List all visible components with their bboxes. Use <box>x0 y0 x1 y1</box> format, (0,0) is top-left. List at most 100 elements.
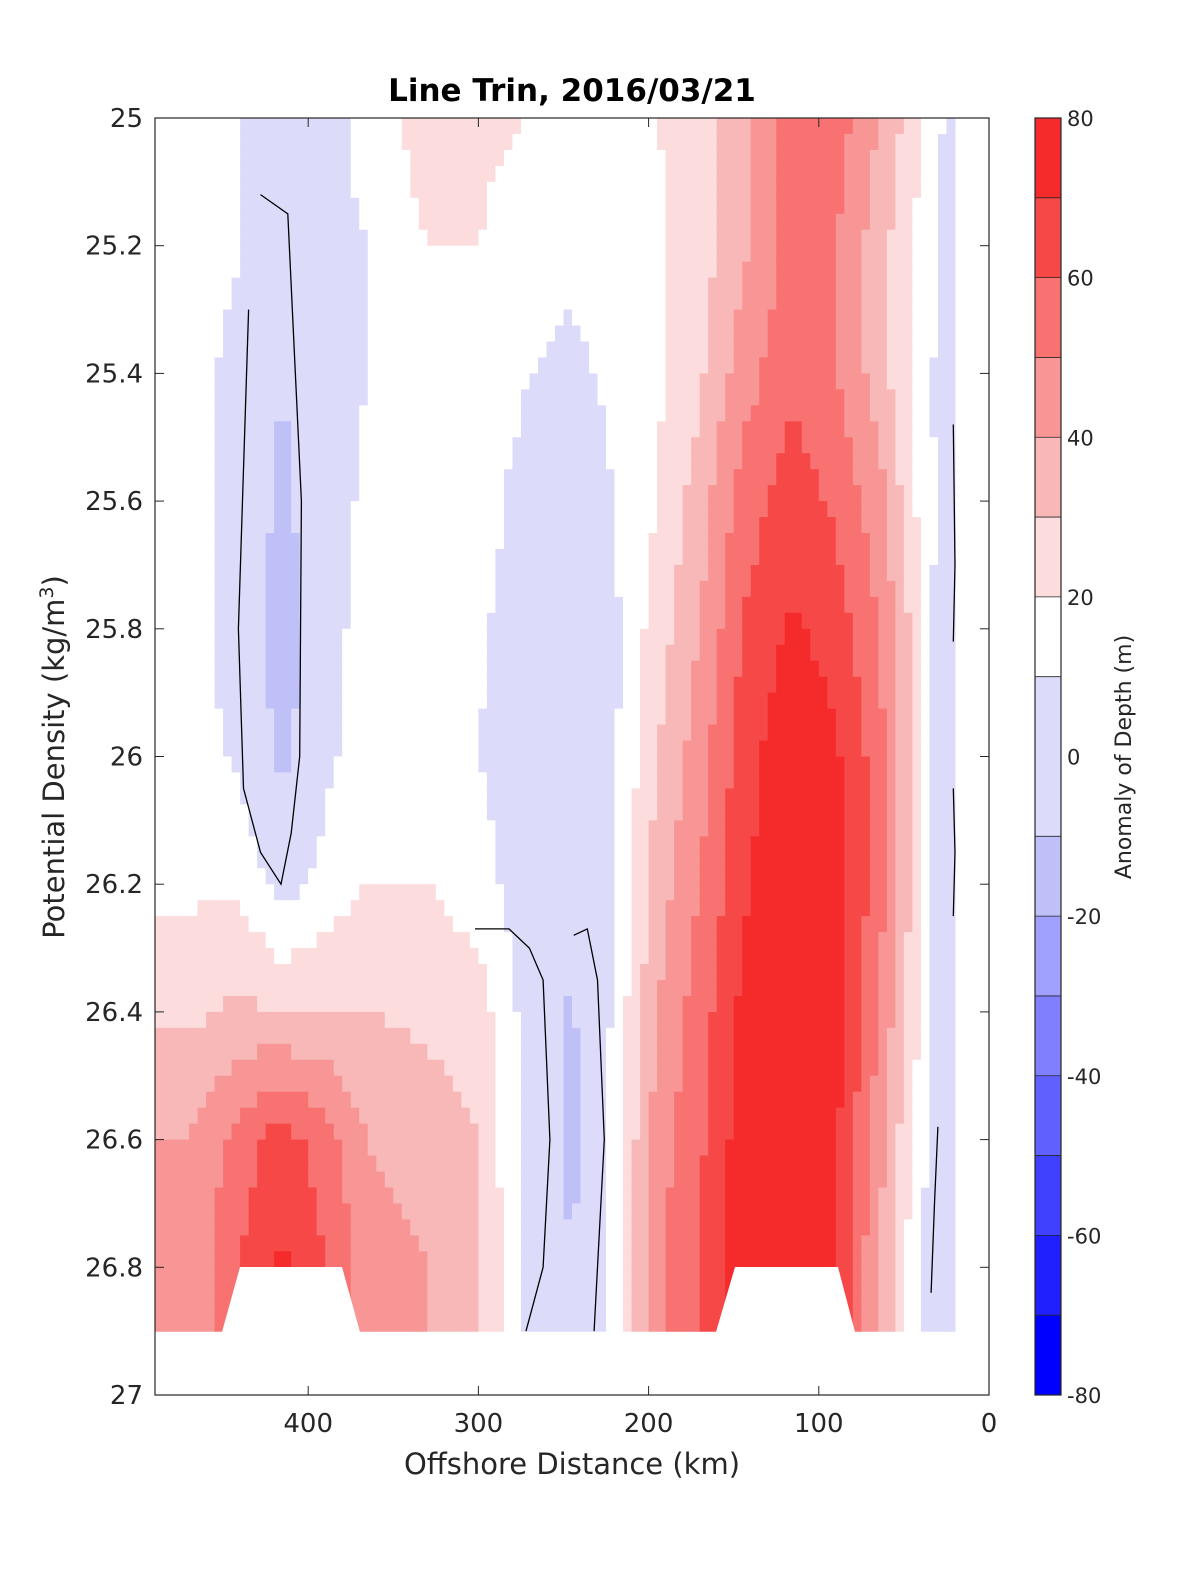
contour-cell <box>367 1251 377 1268</box>
contour-cell <box>572 1171 582 1189</box>
contour-cell <box>682 1267 692 1284</box>
contour-cell <box>486 948 497 965</box>
contour-cell <box>427 213 437 231</box>
contour-cell <box>435 979 445 997</box>
contour-cell <box>274 1203 284 1221</box>
contour-cell <box>589 517 599 534</box>
contour-cell <box>537 293 548 311</box>
contour-cell <box>657 453 667 470</box>
contour-cell <box>325 293 335 311</box>
contour-cell <box>554 708 565 726</box>
contour-cell <box>248 740 258 758</box>
contour-cell <box>333 165 343 183</box>
contour-cell <box>197 1283 207 1300</box>
contour-cell <box>665 133 675 151</box>
contour-cell <box>580 740 590 758</box>
contour-cell <box>401 964 411 981</box>
contour-cell <box>299 564 309 582</box>
contour-cell <box>461 804 471 821</box>
contour-cell <box>316 564 326 582</box>
contour-cell <box>384 1283 394 1300</box>
contour-cell <box>657 644 667 662</box>
contour-cell <box>240 165 250 183</box>
contour-cell <box>359 277 369 295</box>
contour-cell <box>206 533 216 550</box>
contour-cell <box>648 421 658 438</box>
contour-cell <box>452 133 462 151</box>
contour-cell <box>691 1139 701 1157</box>
contour-cell <box>469 724 479 742</box>
contour-cell <box>529 948 539 965</box>
contour-cell <box>155 405 165 422</box>
contour-cell <box>572 517 582 534</box>
contour-cell <box>699 501 709 518</box>
contour-cell <box>350 469 360 486</box>
contour-cell <box>299 181 309 199</box>
contour-cell <box>503 1155 514 1173</box>
contour-cell <box>563 756 573 774</box>
contour-cell <box>631 788 641 805</box>
contour-cell <box>572 979 582 997</box>
contour-cell <box>155 596 165 614</box>
contour-cell <box>503 884 514 901</box>
contour-cell <box>257 964 267 981</box>
contour-cell <box>495 485 505 502</box>
contour-cell <box>299 676 309 694</box>
contour-cell <box>172 437 182 454</box>
contour-cell <box>427 1123 437 1141</box>
contour-cell <box>580 1139 590 1157</box>
contour-cell <box>665 740 675 758</box>
contour-cell <box>299 165 309 183</box>
contour-cell <box>691 1123 701 1141</box>
contour-cell <box>597 820 607 837</box>
contour-cell <box>299 1043 309 1061</box>
contour-cell <box>155 1155 165 1173</box>
contour-cell <box>657 628 667 646</box>
contour-cell <box>529 1027 539 1045</box>
contour-cell <box>606 836 616 853</box>
contour-cell <box>631 1139 641 1157</box>
contour-cell <box>682 373 692 390</box>
contour-cell <box>503 229 514 247</box>
contour-cell <box>478 1027 488 1045</box>
contour-cell <box>189 1027 199 1045</box>
contour-cell <box>682 1283 692 1300</box>
contour-cell <box>435 1011 445 1029</box>
contour-cell <box>172 804 182 821</box>
contour-cell <box>367 644 377 662</box>
contour-cell <box>325 453 335 470</box>
contour-cell <box>163 628 173 646</box>
contour-cell <box>623 995 633 1013</box>
contour-cell <box>299 644 309 662</box>
contour-cell <box>206 517 216 534</box>
contour-cell <box>478 421 488 438</box>
contour-cell <box>265 740 275 758</box>
contour-cell <box>291 133 301 151</box>
contour-cell <box>316 932 326 949</box>
contour-cell <box>486 1267 497 1284</box>
contour-cell <box>257 900 267 917</box>
contour-cell <box>274 676 284 694</box>
contour-cell <box>623 1283 633 1300</box>
contour-cell <box>537 389 548 406</box>
contour-cell <box>427 820 437 837</box>
contour-cell <box>291 756 301 774</box>
contour-cell <box>282 964 292 981</box>
contour-cell <box>597 1059 607 1077</box>
contour-cell <box>189 405 199 422</box>
contour-cell <box>512 1091 522 1109</box>
contour-cell <box>367 612 377 630</box>
contour-cell <box>367 1203 377 1221</box>
contour-cell <box>274 820 284 837</box>
contour-cell <box>393 373 403 390</box>
contour-cell <box>529 1107 539 1125</box>
contour-cell <box>631 1059 641 1077</box>
contour-cell <box>546 533 556 550</box>
contour-cell <box>410 1219 420 1236</box>
contour-cell <box>452 1027 462 1045</box>
contour-cell <box>631 1011 641 1029</box>
contour-cell <box>580 580 590 598</box>
contour-cell <box>155 788 165 805</box>
contour-cell <box>469 229 479 247</box>
contour-cell <box>325 708 335 726</box>
